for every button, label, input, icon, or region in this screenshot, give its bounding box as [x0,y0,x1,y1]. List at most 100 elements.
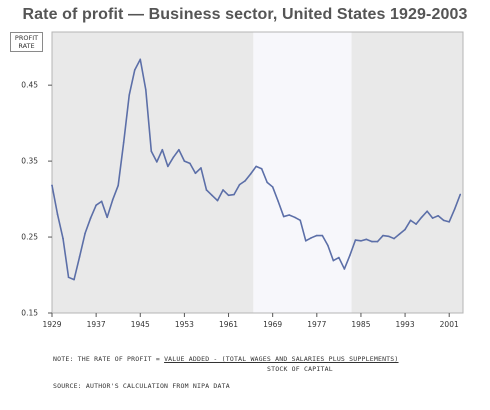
data-point [442,219,445,222]
source-note: SOURCE: AUTHOR'S CALCULATION FROM NIPA D… [53,382,230,390]
data-point [404,228,406,231]
y-axis-label: PROFIT RATE [10,32,43,52]
chart-title: Rate of profit — Business sector, United… [22,6,468,23]
data-point [327,244,329,247]
data-point [133,69,136,71]
data-point [277,200,279,203]
data-point [426,210,428,213]
data-point [227,194,230,197]
data-point [360,240,362,242]
data-point [128,94,131,96]
data-point [84,232,86,235]
data-point [310,237,313,239]
y-axis-label-line: PROFIT [14,34,39,42]
data-point [200,167,202,169]
x-tick-label: 1937 [87,320,106,329]
formula-note: NOTE: THE RATE OF PROFIT = VALUE ADDED -… [53,355,399,363]
data-point [453,208,456,210]
data-point [382,234,384,237]
data-point [299,219,302,222]
data-point [249,173,252,175]
data-point [260,167,263,170]
data-point [376,240,379,243]
data-point [144,88,147,91]
x-tick-label: 1961 [219,320,238,329]
data-point [448,221,451,223]
data-point [205,189,208,191]
data-point [338,256,340,259]
data-point [211,194,213,197]
data-point [365,238,368,241]
x-tick-label: 1969 [263,320,282,329]
y-tick-label: 0.15 [21,309,38,318]
data-point [415,223,417,225]
data-point [172,156,175,159]
data-point [139,58,142,61]
data-point [89,217,92,219]
data-point [122,141,125,143]
x-tick-label: 2001 [440,320,459,329]
data-point [183,160,186,162]
plot-frame [51,31,464,314]
data-point [266,181,268,184]
data-point [62,237,64,240]
data-point [420,216,423,219]
note-prefix: NOTE: THE RATE OF PROFIT = [53,355,165,363]
data-point [437,214,439,217]
x-tick-label: 1945 [131,320,150,329]
x-tick-label: 1985 [351,320,370,329]
data-point [189,162,191,165]
data-point [167,165,169,168]
data-point [150,150,153,153]
data-point [387,235,390,238]
data-point [431,217,434,219]
data-point [332,259,335,262]
data-point [216,199,219,202]
data-point [56,213,59,216]
data-point [255,165,257,168]
y-tick-label: 0.35 [21,157,38,166]
data-point [244,180,246,182]
x-tick-label: 1929 [42,320,61,329]
data-point [111,199,114,201]
data-point [238,183,241,186]
data-point [78,255,81,258]
data-point [321,234,324,237]
y-axis-label-line: RATE [18,42,35,50]
data-point [288,214,291,216]
data-point [222,189,224,191]
data-point [293,216,296,219]
note-numerator: VALUE ADDED - (TOTAL WAGES AND SALARIES … [164,355,399,363]
shaded-period [52,32,254,313]
x-tick-label: 1993 [396,320,415,329]
shaded-period [253,32,352,313]
data-point [194,172,197,175]
y-tick-label: 0.25 [21,233,38,242]
data-point [343,268,346,270]
data-point [371,240,373,243]
data-point [304,240,307,242]
data-point [67,276,70,279]
data-point [156,161,158,163]
data-point [459,193,462,196]
data-point [233,193,235,196]
data-point [409,219,412,222]
data-point [393,237,395,240]
data-point [106,216,108,219]
x-tick-label: 1977 [307,320,326,329]
data-point [398,233,401,235]
data-point [354,239,357,241]
y-tick-label: 0.45 [21,81,38,90]
data-point [316,234,318,237]
data-point [117,184,120,187]
x-tick-label: 1953 [175,320,194,329]
data-point [100,200,103,203]
shaded-period [351,32,463,313]
data-point [161,148,164,151]
data-point [178,148,180,151]
data-point [51,184,53,187]
data-point [95,204,97,206]
data-point [73,278,75,281]
data-point [282,215,285,218]
